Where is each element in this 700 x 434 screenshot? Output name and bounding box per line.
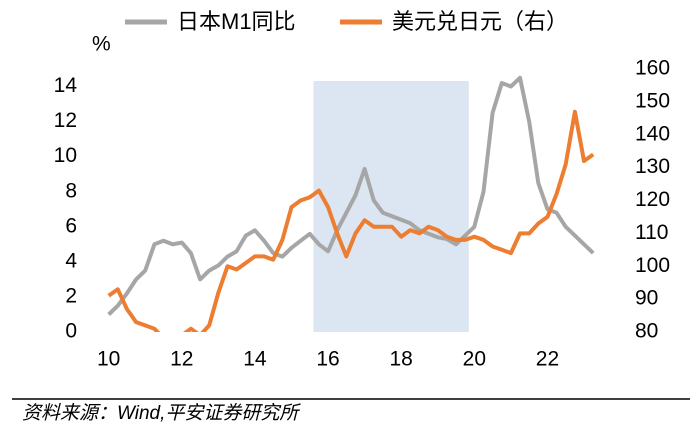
y-tick-label: 8 — [65, 179, 77, 202]
shaded-region — [313, 81, 469, 332]
x-tick-label: 12 — [170, 348, 193, 371]
legend-label: 美元兑日元（右） — [392, 9, 568, 34]
y-tick-label: 10 — [54, 144, 77, 167]
x-tick-label: 20 — [463, 348, 486, 371]
y-tick-label: 2 — [65, 284, 77, 307]
x-tick-label: 10 — [97, 348, 120, 371]
y2-tick-label: 130 — [635, 155, 670, 178]
y2-tick-label: 100 — [635, 254, 670, 277]
y-tick-label: 4 — [65, 249, 77, 272]
series-line — [107, 109, 595, 332]
x-tick-label: 16 — [316, 348, 339, 371]
x-tick-label: 22 — [536, 348, 559, 371]
source-note: 资料来源：Wind,平安证券研究所 — [22, 402, 301, 424]
x-tick-label: 14 — [243, 348, 267, 371]
y2-tick-label: 120 — [635, 188, 670, 211]
y-tick-label: 12 — [54, 109, 77, 132]
y2-tick-label: 150 — [635, 89, 670, 112]
x-tick-label: 18 — [390, 348, 413, 371]
y2-tick-label: 90 — [635, 287, 658, 310]
y-tick-label: 0 — [65, 320, 77, 343]
y-label: % — [92, 33, 111, 56]
y-tick-label: 14 — [54, 74, 78, 97]
y-tick-label: 6 — [65, 214, 77, 237]
y2-tick-label: 80 — [635, 320, 658, 343]
legend-label: 日本M1同比 — [177, 9, 296, 34]
y2-tick-label: 160 — [635, 57, 670, 80]
series-line — [107, 75, 595, 316]
plot-area — [107, 75, 595, 332]
y2-tick-label: 110 — [635, 221, 668, 244]
y2-tick-label: 140 — [635, 122, 670, 145]
